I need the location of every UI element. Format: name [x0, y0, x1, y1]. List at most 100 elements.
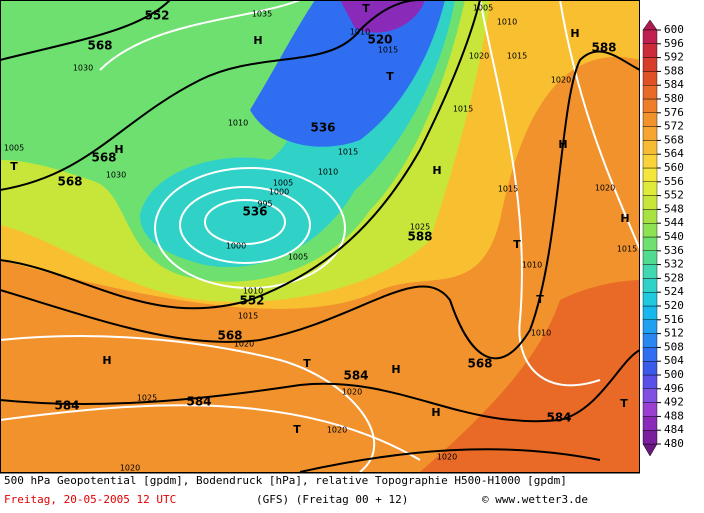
map-label: 584 [546, 411, 571, 425]
map-label: H [102, 354, 111, 367]
colorbar-label: 504 [664, 354, 684, 367]
map-label: H [570, 27, 579, 40]
map-label: 1015 [453, 105, 473, 114]
map-label: 1010 [522, 261, 542, 270]
colorbar-label: 508 [664, 340, 684, 353]
colorbar-cell [642, 43, 658, 58]
map-label: 584 [54, 399, 79, 413]
map-label: 1000 [269, 188, 289, 197]
map-label: 1010 [350, 28, 370, 37]
colorbar-cell [642, 126, 658, 141]
colorbar-cell [642, 84, 658, 100]
colorbar-label: 492 [664, 396, 684, 409]
map-label: 1005 [4, 144, 24, 153]
map-label: H [391, 363, 400, 376]
colorbar-cell [642, 153, 658, 169]
colorbar-cell [642, 167, 658, 183]
colorbar-label: 568 [664, 133, 684, 146]
colorbar-label: 500 [664, 368, 684, 381]
colorbar-cell [642, 264, 658, 279]
colorbar-cell [642, 278, 658, 293]
colorbar-label: 548 [664, 202, 684, 215]
colorbar-label: 552 [664, 189, 684, 202]
map-label: T [386, 70, 394, 83]
map-label: 1020 [342, 388, 362, 397]
colorbar-label: 488 [664, 409, 684, 422]
isobars [0, 0, 640, 472]
map-label: 1020 [595, 184, 615, 193]
map-label: 536 [242, 205, 267, 219]
map-label: 1015 [498, 185, 518, 194]
map-label: 536 [310, 121, 335, 135]
map-label: H [431, 406, 440, 419]
colorbar-label: 576 [664, 106, 684, 119]
colorbar-cell [642, 250, 658, 265]
colorbar-label: 540 [664, 230, 684, 243]
colorbar-label: 516 [664, 313, 684, 326]
map-label: T [513, 238, 521, 251]
colorbar-cell [642, 57, 658, 72]
map-label: 588 [407, 230, 432, 244]
map-label: 1015 [378, 46, 398, 55]
colorbar-cell [642, 305, 658, 321]
map-label: 1020 [437, 453, 457, 462]
map-label: 1025 [410, 223, 430, 232]
map-label: H [253, 34, 262, 47]
colorbar-label: 536 [664, 244, 684, 257]
colorbar-label: 480 [664, 437, 684, 450]
colorbar-label: 572 [664, 120, 684, 133]
map-label: 1015 [617, 245, 637, 254]
colorbar-cell [642, 347, 658, 362]
colorbar-cell [642, 361, 658, 376]
map-label: 1020 [551, 76, 571, 85]
map-label: 1015 [507, 52, 527, 61]
map-label: 1005 [288, 253, 308, 262]
field-dark-orange [420, 280, 640, 472]
map-label: 1000 [226, 242, 246, 251]
colorbar-label: 580 [664, 92, 684, 105]
map-label: 1015 [338, 148, 358, 157]
colorbar-label: 528 [664, 271, 684, 284]
map [0, 0, 640, 473]
map-label: T [620, 397, 628, 410]
map-label: 1010 [228, 119, 248, 128]
colorbar-cell [642, 402, 658, 417]
map-label: 552 [144, 9, 169, 23]
colorbar-label: 520 [664, 299, 684, 312]
map-label: 568 [91, 151, 116, 165]
colorbar-cell [642, 292, 658, 307]
field-blue [250, 0, 445, 147]
colorbar-label: 524 [664, 285, 684, 298]
colorbar-label: 532 [664, 258, 684, 271]
colorbar-cell [642, 140, 658, 155]
height-contours [0, 0, 640, 472]
map-label: 568 [57, 175, 82, 189]
colorbar-cell [642, 222, 658, 238]
map-label: H [620, 212, 629, 225]
map-label: T [536, 293, 544, 306]
map-label: 584 [186, 395, 211, 409]
map-label: T [303, 357, 311, 370]
colorbar-cell [642, 319, 658, 334]
map-label: 1005 [273, 179, 293, 188]
map-label: 1020 [469, 52, 489, 61]
colorbar-cell [642, 388, 658, 403]
footer-date: Freitag, 20-05-2005 12 UTC [4, 493, 176, 506]
colorbar-label: 588 [664, 64, 684, 77]
colorbar-cell [642, 71, 658, 86]
map-label: 1025 [137, 394, 157, 403]
map-label: H [558, 138, 567, 151]
colorbar-cell [642, 333, 658, 348]
colorbar-cell [642, 181, 658, 196]
map-label: 1015 [238, 312, 258, 321]
map-label: 552 [239, 294, 264, 308]
map-label: H [114, 143, 123, 156]
colorbar-label: 544 [664, 216, 684, 229]
colorbar-label: 496 [664, 382, 684, 395]
colorbar-cell [642, 236, 658, 252]
map-label: 1020 [120, 464, 140, 473]
colorbar-cell [642, 374, 658, 390]
map-label: 588 [591, 41, 616, 55]
